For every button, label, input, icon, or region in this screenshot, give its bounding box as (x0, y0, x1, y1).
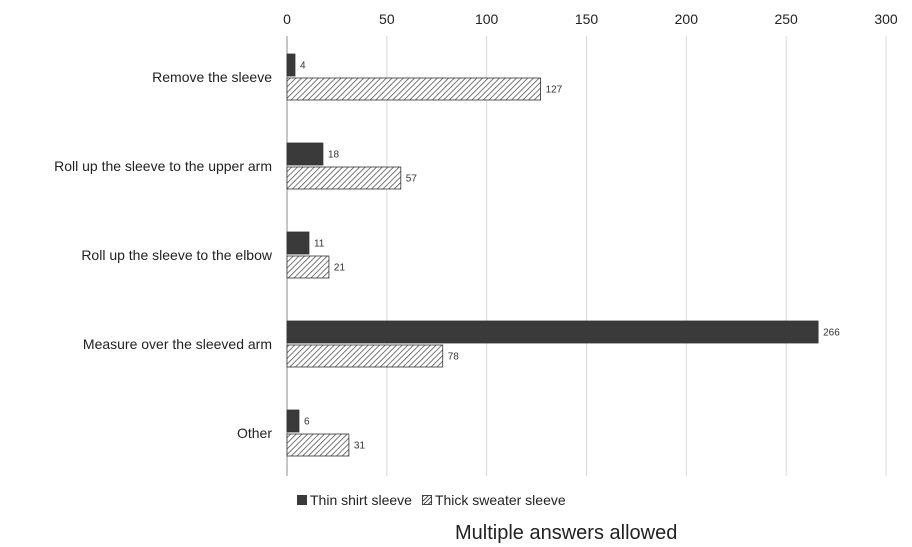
data-label-thick-4: 31 (354, 441, 366, 452)
bar-thick-3 (286, 344, 444, 368)
bar-thin-4 (286, 409, 300, 433)
legend-item-thick: Thick sweater sleeve (421, 492, 566, 508)
bar-thick-4 (286, 433, 350, 457)
legend-swatch-thick (421, 495, 432, 505)
x-tick-label-50: 50 (379, 11, 395, 27)
data-labels: 4 127 18 57 11 21 266 78 6 31 (300, 61, 840, 452)
category-label-4: Other (237, 425, 272, 441)
legend-label-thin: Thin shirt sleeve (310, 492, 412, 508)
x-tick-label-0: 0 (283, 11, 291, 27)
legend: Thin shirt sleeve Thick sweater sleeve (297, 492, 576, 508)
bar-thick-0 (286, 77, 541, 101)
bar-thin-1 (286, 142, 324, 166)
chart-note: Multiple answers allowed (455, 522, 678, 544)
x-axis-ticks: 0 50 100 150 200 250 300 (283, 11, 898, 27)
data-label-thick-2: 21 (334, 263, 346, 274)
bar-thin-2 (286, 231, 310, 255)
x-tick-label-250: 250 (774, 11, 798, 27)
bar-thin-3 (286, 320, 819, 344)
data-label-thick-1: 57 (406, 174, 418, 185)
data-label-thin-0: 4 (300, 61, 306, 72)
category-label-1: Roll up the sleeve to the upper arm (54, 158, 272, 174)
legend-swatch-thin (297, 495, 307, 505)
bar-thin-0 (286, 53, 296, 77)
category-label-3: Measure over the sleeved arm (83, 336, 272, 352)
x-tick-label-100: 100 (475, 11, 499, 27)
x-tick-label-300: 300 (874, 11, 898, 27)
x-tick-label-200: 200 (675, 11, 699, 27)
gridlines (286, 36, 887, 476)
data-label-thick-0: 127 (546, 85, 563, 96)
bar-thick-2 (286, 255, 330, 279)
bars (286, 53, 819, 457)
data-label-thin-3: 266 (823, 328, 840, 339)
category-labels: Remove the sleeve Roll up the sleeve to t… (54, 69, 273, 441)
legend-label-thick: Thick sweater sleeve (434, 492, 566, 508)
x-tick-label-150: 150 (575, 11, 599, 27)
data-label-thick-3: 78 (448, 352, 460, 363)
category-label-0: Remove the sleeve (152, 69, 272, 85)
bar-thick-1 (286, 166, 402, 190)
data-label-thin-4: 6 (304, 417, 310, 428)
data-label-thin-2: 11 (314, 239, 325, 250)
category-label-2: Roll up the sleeve to the elbow (81, 247, 273, 263)
data-label-thin-1: 18 (328, 150, 340, 161)
legend-item-thin: Thin shirt sleeve (297, 492, 412, 508)
